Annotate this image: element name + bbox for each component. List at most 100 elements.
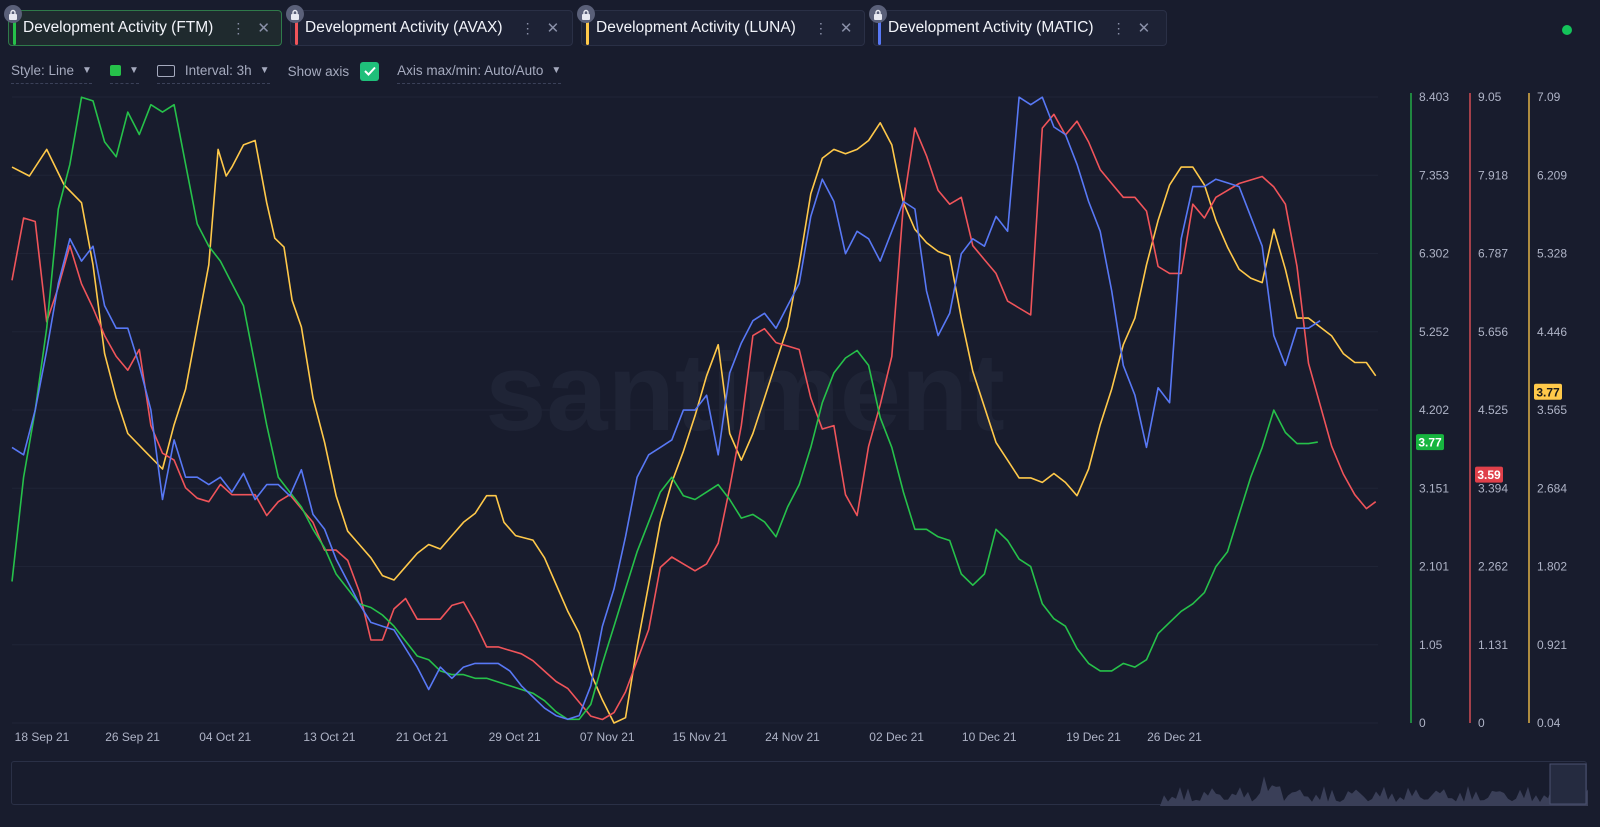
style-dropdown[interactable]: Style: Line ▼ <box>11 59 92 84</box>
y-tick-label: 0.04 <box>1537 716 1561 730</box>
axis-minmax-label: Axis max/min: Auto/Auto <box>397 63 544 78</box>
last-value-badge-luna <box>1534 383 1562 400</box>
chevron-down-icon: ▼ <box>259 65 270 76</box>
last-value-label: 3.59 <box>1477 468 1501 482</box>
x-tick-label: 24 Nov 21 <box>765 730 820 744</box>
show-axis-toggle[interactable]: Show axis <box>288 59 380 83</box>
x-tick-label: 10 Dec 21 <box>962 730 1017 744</box>
range-navigator[interactable] <box>11 761 1588 806</box>
lock-icon <box>577 5 595 23</box>
y-tick-label: 2.684 <box>1537 481 1567 495</box>
series-color-bar <box>586 21 589 45</box>
series-line-matic <box>11 96 1321 721</box>
tab-label: Development Activity (FTM) <box>23 19 214 36</box>
series-line-avax <box>11 113 1377 721</box>
close-icon[interactable]: ✕ <box>1137 20 1151 37</box>
axis-minmax-dropdown[interactable]: Axis max/min: Auto/Auto ▼ <box>397 59 562 84</box>
tab-label: Development Activity (LUNA) <box>596 19 796 36</box>
x-tick-label: 26 Dec 21 <box>1147 730 1202 744</box>
y-tick-label: 0.921 <box>1537 638 1567 652</box>
y-tick-label: 4.202 <box>1419 403 1449 417</box>
y-tick-label: 1.131 <box>1478 638 1508 652</box>
y-tick-label: 5.656 <box>1478 325 1508 339</box>
style-label: Style: Line <box>11 63 75 78</box>
color-swatch <box>109 65 121 76</box>
y-tick-label: 5.328 <box>1537 247 1567 261</box>
y-tick-label: 7.09 <box>1537 90 1561 104</box>
y-tick-label: 5.252 <box>1419 325 1449 339</box>
x-tick-label: 15 Nov 21 <box>672 730 727 744</box>
y-tick-label: 2.101 <box>1419 560 1449 574</box>
chevron-down-icon: ▼ <box>128 65 139 76</box>
live-status-dot <box>1562 25 1572 35</box>
close-icon[interactable]: ✕ <box>546 20 560 37</box>
chart-toolbar: Style: Line ▼ ▼ Interval: 3h ▼ Show axis… <box>11 58 579 84</box>
last-value-badge-avax <box>1475 466 1503 483</box>
chevron-down-icon: ▼ <box>82 65 92 76</box>
navigator-selection <box>1549 763 1587 805</box>
navigator-preview <box>12 763 1588 806</box>
x-tick-label: 07 Nov 21 <box>580 730 635 744</box>
tab-label: Development Activity (AVAX) <box>305 19 503 36</box>
y-tick-label: 7.353 <box>1419 168 1449 182</box>
x-tick-label: 19 Dec 21 <box>1066 730 1121 744</box>
tab-label: Development Activity (MATIC) <box>888 19 1094 36</box>
y-tick-label: 1.802 <box>1537 560 1567 574</box>
y-tick-label: 3.151 <box>1419 481 1449 495</box>
y-tick-label: 6.302 <box>1419 247 1449 261</box>
y-tick-label: 0 <box>1478 716 1485 730</box>
y-tick-label: 6.787 <box>1478 247 1508 261</box>
chevron-down-icon: ▼ <box>551 65 562 76</box>
interval-label: Interval: 3h <box>184 63 252 78</box>
series-color-bar <box>295 21 298 45</box>
x-tick-label: 13 Oct 21 <box>303 730 355 744</box>
tab-luna[interactable]: Development Activity (LUNA) ⋮ ✕ <box>577 5 865 46</box>
more-options-icon[interactable]: ⋮ <box>520 19 535 36</box>
more-options-icon[interactable]: ⋮ <box>1111 19 1126 36</box>
close-icon[interactable]: ✕ <box>257 20 270 37</box>
series-line-ftm <box>11 96 1318 721</box>
y-tick-label: 4.525 <box>1478 403 1508 417</box>
last-value-label: 3.77 <box>1536 385 1560 399</box>
y-tick-label: 9.05 <box>1478 90 1502 104</box>
show-axis-checkbox[interactable] <box>360 61 380 81</box>
series-color-bar <box>13 21 16 45</box>
lock-icon <box>4 5 22 23</box>
y-tick-label: 4.446 <box>1537 325 1567 339</box>
y-tick-label: 7.918 <box>1478 168 1508 182</box>
y-tick-label: 3.394 <box>1478 481 1508 495</box>
close-icon[interactable]: ✕ <box>839 20 853 37</box>
y-tick-label: 3.565 <box>1537 403 1567 417</box>
lock-icon <box>869 5 887 23</box>
more-options-icon[interactable]: ⋮ <box>813 19 828 36</box>
show-axis-label: Show axis <box>287 63 350 79</box>
y-tick-label: 2.262 <box>1478 560 1508 574</box>
tab-ftm[interactable]: Development Activity (FTM) ⋮ ✕ <box>4 5 282 46</box>
lock-icon <box>286 5 304 23</box>
x-tick-label: 18 Sep 21 <box>15 730 70 744</box>
x-tick-label: 29 Oct 21 <box>489 730 541 744</box>
navigator-volume-area <box>12 776 1588 806</box>
x-tick-label: 04 Oct 21 <box>199 730 251 744</box>
interval-dropdown[interactable]: Interval: 3h ▼ <box>156 59 270 84</box>
checkmark-icon <box>363 66 376 76</box>
axes-layer: 8.403 7.353 6.302 5.252 4.202 3.151 2.101 1.05 0… <box>1410 90 1567 730</box>
x-axis: 18 Sep 21 26 Sep 21 04 Oct 21 13 Oct 21 21 O… <box>15 730 1203 744</box>
tab-avax[interactable]: Development Activity (AVAX) ⋮ ✕ <box>286 5 573 46</box>
more-options-icon[interactable]: ⋮ <box>231 19 246 36</box>
series-layer <box>11 96 1377 724</box>
last-value-badge-ftm <box>1416 434 1444 451</box>
y-tick-label: 0 <box>1419 716 1426 730</box>
series-color-bar <box>878 21 881 45</box>
x-tick-label: 21 Oct 21 <box>396 730 448 744</box>
last-value-label: 3.77 <box>1418 436 1442 450</box>
ruler-icon <box>156 64 175 77</box>
x-tick-label: 02 Dec 21 <box>869 730 924 744</box>
y-tick-label: 6.209 <box>1537 168 1567 182</box>
x-tick-label: 26 Sep 21 <box>105 730 160 744</box>
tab-matic[interactable]: Development Activity (MATIC) ⋮ ✕ <box>869 5 1167 46</box>
y-tick-label: 1.05 <box>1419 638 1443 652</box>
chart-tabs: Development Activity (FTM) ⋮ ✕ Developme… <box>4 5 1167 48</box>
color-picker[interactable]: ▼ <box>109 59 139 84</box>
